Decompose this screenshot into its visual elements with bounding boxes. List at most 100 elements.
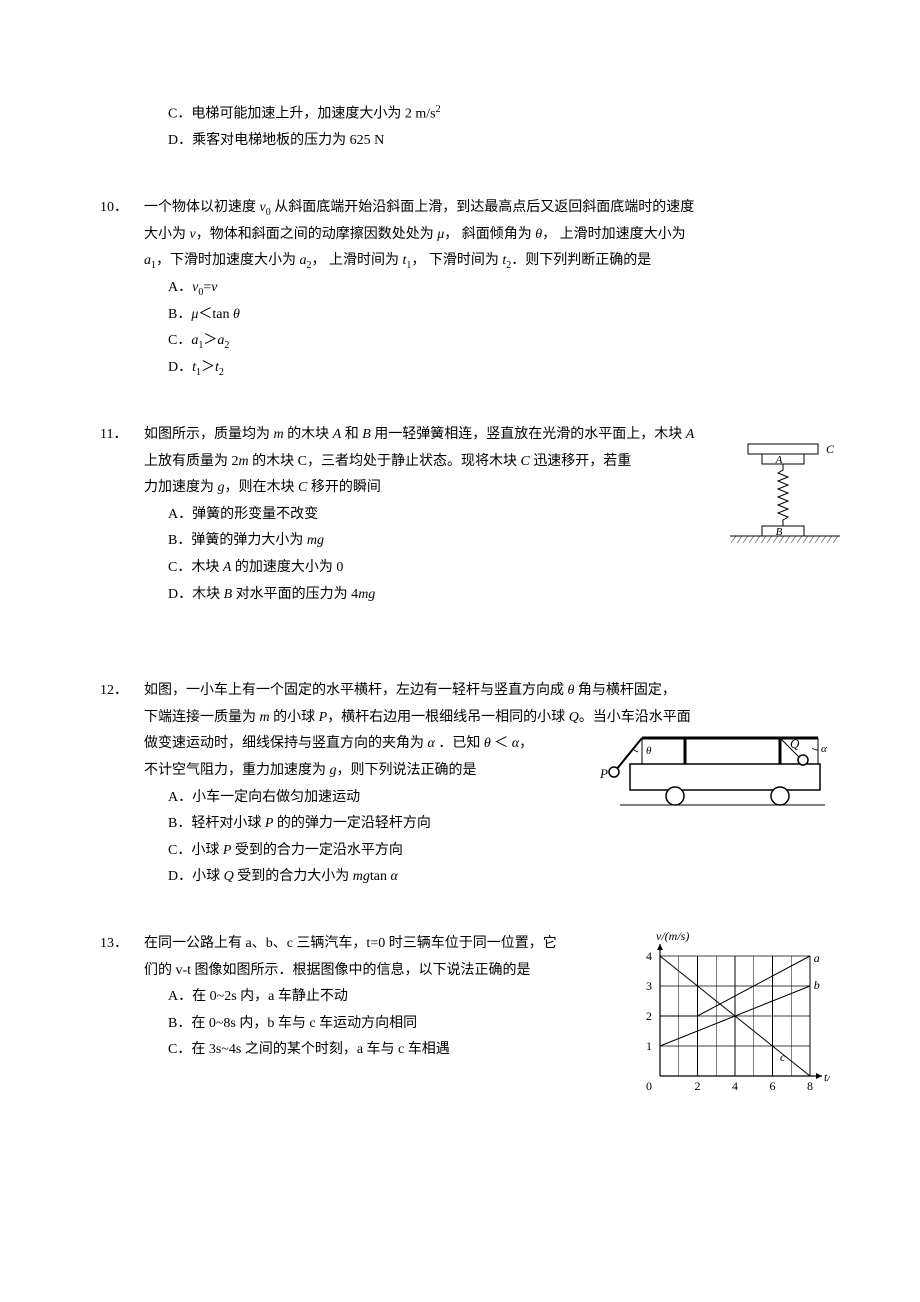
q13-option-c: C．在 3s~4s 之间的某个时刻，a 车与 c 车相遇 [144, 1037, 820, 1064]
opt-text: 弹簧的弹力大小为 [191, 533, 307, 548]
text: ．已知 [435, 736, 484, 751]
q12-line4: 不计空气阻力，重力加速度为 g，则下列说法正确的是 [144, 758, 820, 785]
q12-line2: 下端连接一质量为 m 的小球 P，横杆右边用一根细线吊一相同的小球 Q。当小车沿… [144, 705, 820, 732]
label-c: C [826, 442, 835, 456]
text: 下端连接一质量为 [144, 710, 260, 725]
q12-option-c: C．小球 P 受到的合力一定沿水平方向 [144, 838, 820, 865]
text: ，则下列说法正确的是 [337, 763, 477, 778]
q11-line1: 如图所示，质量均为 m 的木块 A 和 B 用一轻弹簧相连，竖直放在光滑的水平面… [144, 422, 820, 449]
var-m: m [260, 710, 270, 725]
q10-option-b: B．μ＜tan θ [144, 302, 820, 329]
q11-option-d: D．木块 B 对水平面的压力为 4mg [144, 582, 820, 609]
q10-number: 10． [100, 195, 128, 222]
tan: tan [370, 869, 391, 884]
opt-letter: D． [168, 360, 192, 375]
text: 从斜面底端开始沿斜面上滑，到达最高点后又返回斜面底端时的速度 [271, 200, 695, 215]
q10-option-a: A．v0=v [144, 275, 820, 302]
var-mg: mg [307, 533, 324, 548]
q12-line1: 如图，一小车上有一个固定的水平横杆，左边有一轻杆与竖直方向成 θ 角与横杆固定， [144, 678, 820, 705]
q13-option-a: A．在 0~2s 内，a 车静止不动 [144, 984, 820, 1011]
opt-text: 在 0~2s 内，a 车静止不动 [192, 989, 348, 1004]
opt-text: 小车一定向右做匀加速运动 [192, 790, 360, 805]
opt-text: 木块 [191, 560, 223, 575]
text: 做变速运动时，细线保持与竖直方向的夹角为 [144, 736, 428, 751]
var-g: g [218, 480, 225, 495]
text: ．则下列判断正确的是 [511, 253, 651, 268]
q10-stem-line3: a1，下滑时加速度大小为 a2， 上滑时间为 t1， 下滑时间为 t2．则下列判… [144, 248, 820, 275]
var-m: m [274, 427, 284, 442]
opt-letter: D． [168, 587, 192, 602]
opt-text: 小球 [192, 869, 224, 884]
opt-text: 在 3s~4s 之间的某个时刻，a 车与 c 车相遇 [191, 1042, 449, 1057]
opt-letter: C． [168, 560, 191, 575]
var-a: a [144, 253, 151, 268]
lt-tan: ＜tan [198, 307, 233, 322]
svg-text:2: 2 [695, 1079, 701, 1093]
opt-letter: B． [168, 1016, 191, 1031]
text: ，则在木块 [225, 480, 299, 495]
q13-option-b: B．在 0~8s 内，b 车与 c 车运动方向相同 [144, 1011, 820, 1038]
q10-stem-line1: 一个物体以初速度 v0 从斜面底端开始沿斜面上滑，到达最高点后又返回斜面底端时的… [144, 195, 820, 222]
text: ， 斜面倾角为 [444, 227, 535, 242]
q12-option-b: B．轻杆对小球 P 的的弹力一定沿轻杆方向 [144, 811, 820, 838]
var-A: A [686, 427, 695, 442]
text: ， 上滑时间为 [312, 253, 403, 268]
text: 角与横杆固定， [574, 683, 676, 698]
q13-number: 13． [100, 931, 128, 958]
question-10: 10． 一个物体以初速度 v0 从斜面底端开始沿斜面上滑，到达最高点后又返回斜面… [100, 195, 820, 382]
spacer [100, 648, 820, 678]
var-alpha: α [512, 736, 519, 751]
svg-text:8: 8 [807, 1079, 813, 1093]
opt-letter: D． [168, 869, 192, 884]
text: 力加速度为 [144, 480, 218, 495]
question-12: P θ Q α 12． 如图，一小车上有一个固定的水平横杆，左边有一轻杆与竖直方… [100, 678, 820, 891]
q11-line2: 上放有质量为 2m 的木块 C，三者均处于静止状态。现将木块 C 迅速移开，若重 [144, 449, 820, 476]
text: 的木块 [284, 427, 333, 442]
opt-letter: C． [168, 843, 191, 858]
text: 的小球 [270, 710, 319, 725]
sub-2: 2 [224, 340, 229, 351]
question-9-tail: C．电梯可能加速上升，加速度大小为 2 m/s2 D．乘客对电梯地板的压力为 6… [100, 100, 820, 155]
var-g: g [330, 763, 337, 778]
q10-option-d: D．t1＞t2 [144, 355, 820, 382]
opt-text: 的加速度大小为 0 [231, 560, 343, 575]
opt-letter: C． [168, 333, 191, 348]
var-mg: mg [353, 869, 370, 884]
q9-body: C．电梯可能加速上升，加速度大小为 2 m/s2 D．乘客对电梯地板的压力为 6… [100, 100, 820, 155]
opt-text: 的的弹力一定沿轻杆方向 [273, 816, 431, 831]
opt-letter: A． [168, 989, 192, 1004]
var-a: a [300, 253, 307, 268]
opt-letter: A． [168, 507, 192, 522]
var-theta: θ [233, 307, 240, 322]
q12-line3: 做变速运动时，细线保持与竖直方向的夹角为 α ．已知 θ ＜ α， [144, 731, 820, 758]
text: ， 下滑时间为 [411, 253, 502, 268]
question-13: 246812340t/sv/(m/s)abc 13． 在同一公路上有 a、b、c… [100, 931, 820, 1064]
q10-stem-line2: 大小为 v，物体和斜面之间的动摩擦因数处处为 μ， 斜面倾角为 θ， 上滑时加速… [144, 222, 820, 249]
q11-body: 11． 如图所示，质量均为 m 的木块 A 和 B 用一轻弹簧相连，竖直放在光滑… [100, 422, 820, 608]
var-v: v [211, 280, 217, 295]
opt-text: 木块 [192, 587, 224, 602]
opt-text: 弹簧的形变量不改变 [192, 507, 318, 522]
text: 不计空气阻力，重力加速度为 [144, 763, 330, 778]
text: 迅速移开，若重 [530, 454, 632, 469]
q12-number: 12． [100, 678, 128, 705]
q11-number: 11． [100, 422, 127, 449]
svg-text:0: 0 [646, 1079, 652, 1093]
var-m: m [239, 454, 249, 469]
page: C．电梯可能加速上升，加速度大小为 2 m/s2 D．乘客对电梯地板的压力为 6… [0, 0, 920, 1302]
q11-option-c: C．木块 A 的加速度大小为 0 [144, 555, 820, 582]
text: 如图所示，质量均为 [144, 427, 274, 442]
var-B: B [362, 427, 371, 442]
label-alpha: α [821, 743, 827, 755]
q10-option-c: C．a1＞a2 [144, 328, 820, 355]
gt: ＞ [201, 360, 215, 375]
var-B: B [224, 587, 233, 602]
q11-line3: 力加速度为 g，则在木块 C 移开的瞬间 [144, 475, 820, 502]
superscript-2: 2 [436, 104, 441, 115]
var-alpha: α [390, 869, 397, 884]
opt-text: 轻杆对小球 [191, 816, 265, 831]
text: ，下滑时加速度大小为 [156, 253, 300, 268]
text: 一个物体以初速度 [144, 200, 260, 215]
text: ，物体和斜面之间的动摩擦因数处处为 [196, 227, 438, 242]
text: 上放有质量为 2 [144, 454, 239, 469]
